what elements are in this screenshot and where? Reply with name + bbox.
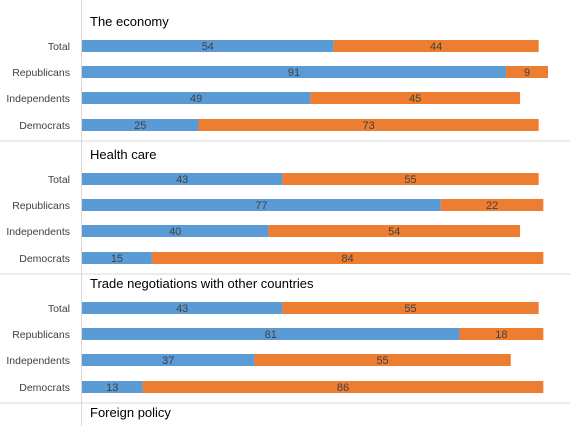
bar-approve [82,354,255,366]
bar-disapprove [282,173,539,185]
category-label: Republicans [12,67,70,79]
bar-disapprove [282,302,539,314]
chart-frame-left [81,0,82,426]
data-label: 91 [288,67,300,79]
bar-disapprove [198,119,539,131]
data-label: 84 [341,253,353,265]
bar-approve [82,173,283,185]
data-label: 9 [524,67,530,79]
category-label: Republicans [12,329,70,341]
bar-disapprove [333,40,539,52]
bar-disapprove [254,354,511,366]
data-label: 45 [409,93,421,105]
category-label: Total [48,174,70,186]
data-label: 86 [337,382,349,394]
bar-approve [82,225,269,237]
data-label: 43 [176,174,188,186]
bar-disapprove [506,66,548,78]
bar-disapprove [142,381,544,393]
category-label: Independents [6,355,70,367]
bar-approve [82,40,334,52]
chart-title: The economy [90,14,169,29]
data-label: 18 [495,329,507,341]
data-label: 37 [162,355,174,367]
category-label: Republicans [12,200,70,212]
bar-disapprove [459,328,544,340]
data-label: 73 [362,120,374,132]
bar-approve [82,302,283,314]
category-label: Democrats [19,120,70,132]
chart-title: Health care [90,147,156,162]
category-label: Democrats [19,382,70,394]
bar-disapprove [440,199,544,211]
data-label: 22 [486,200,498,212]
data-label: 77 [255,200,267,212]
data-label: 43 [176,303,188,315]
data-label: 49 [190,93,202,105]
data-label: 55 [404,303,416,315]
bar-approve [82,252,152,264]
bar-approve [82,66,507,78]
bar-approve [82,328,460,340]
data-label: 81 [265,329,277,341]
data-label: 25 [134,120,146,132]
bar-approve [82,92,311,104]
category-label: Total [48,41,70,53]
data-label: 40 [169,226,181,238]
bar-disapprove [151,252,544,264]
bar-approve [82,381,143,393]
chart-title: Trade negotiations with other countries [90,276,314,291]
data-label: 55 [404,174,416,186]
bar-disapprove [268,225,521,237]
bar-approve [82,119,199,131]
data-label: 55 [376,355,388,367]
category-label: Total [48,303,70,315]
data-label: 13 [106,382,118,394]
bar-approve [82,199,441,211]
category-label: Democrats [19,253,70,265]
data-label: 54 [388,226,400,238]
category-label: Independents [6,226,70,238]
data-label: 54 [202,41,214,53]
bar-disapprove [310,92,521,104]
category-label: Independents [6,93,70,105]
data-label: 44 [430,41,442,53]
chart-title: Foreign policy [90,405,171,420]
data-label: 15 [111,253,123,265]
